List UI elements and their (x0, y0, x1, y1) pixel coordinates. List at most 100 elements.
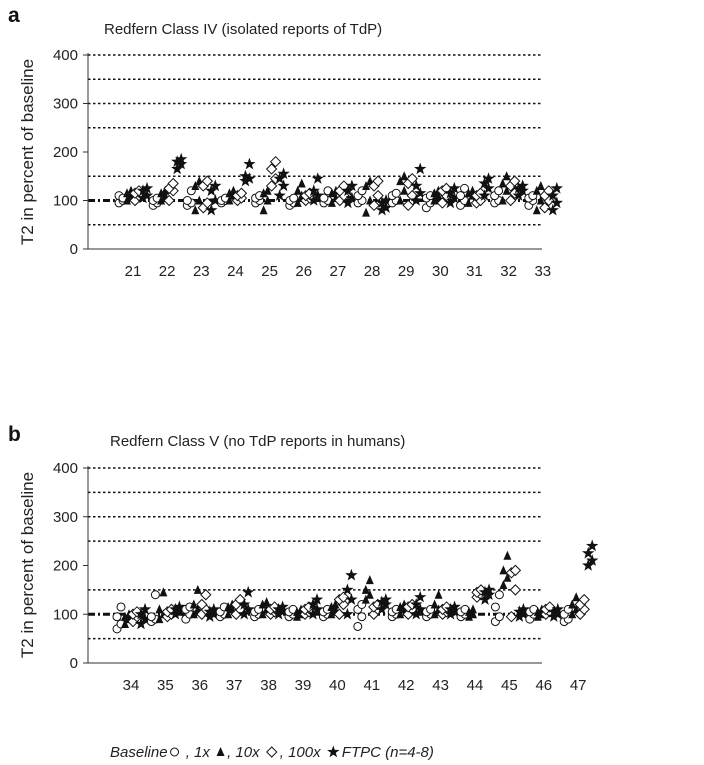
panel-b: b Redfern Class V (no TdP reports in hum… (8, 423, 599, 694)
panel-a-marker-1 (464, 197, 473, 207)
panel-a-marker-3 (175, 152, 188, 165)
panel-a-marker-3 (512, 189, 525, 201)
panel-a-marker-3 (444, 186, 457, 199)
panel-a-marker-2 (235, 187, 248, 199)
panel-a-marker-3 (379, 201, 393, 213)
panel-b-marker-3 (134, 607, 148, 620)
panel-b-x-tick-label: 42 (398, 677, 415, 694)
panel-b-y-tick-label: 200 (53, 558, 78, 575)
panel-b-x-tick-label: 39 (295, 677, 312, 694)
panel-a-y-tick-label: 100 (53, 193, 78, 210)
panel-b-x-tick-label: 47 (570, 677, 587, 694)
panel-a-y-axis-label: T2 in percent of baseline (18, 59, 37, 245)
panel-a-marker-3 (516, 184, 529, 197)
panel-b-marker-3 (444, 607, 457, 620)
panel-a-marker-1 (396, 195, 405, 205)
panel-b-marker-3 (513, 605, 526, 618)
panel-b-marker-1 (189, 609, 198, 619)
panel-b-marker-1 (258, 599, 267, 609)
panel-a-marker-3 (341, 184, 355, 197)
panel-a-marker-3 (550, 181, 563, 194)
legend-text: Baseline , 1x , 10x , 100x FTPC (n=4-8) (110, 744, 434, 761)
panel-a-marker-3 (375, 196, 389, 209)
panel-b-marker-3 (586, 539, 599, 552)
panel-a-marker-3 (209, 179, 222, 192)
panel-b-marker-2 (196, 598, 208, 611)
panel-b-marker-3 (238, 598, 251, 610)
panel-b-marker-3 (517, 607, 530, 620)
panel-b-marker-3 (306, 598, 320, 610)
panel-b-marker-3 (582, 546, 595, 559)
panel-a-title: Redfern Class IV (isolated reports of Td… (104, 21, 382, 38)
panel-a-marker-2 (402, 199, 414, 212)
panel-a-marker-1 (263, 185, 272, 195)
panel-b-plot-area: 0 100 200 300 400 34 35 36 37 38 39 40 41 42 43 44 45 46 4… (53, 460, 599, 694)
panel-b-x-tick-label: 40 (329, 677, 346, 694)
panel-a-marker-3 (448, 181, 461, 194)
panel-a-marker-2 (167, 177, 179, 190)
panel-a-marker-1 (400, 185, 409, 195)
panel-a-x-tick-label: 30 (432, 263, 449, 280)
panel-b-marker-3 (203, 610, 216, 622)
panel-b-marker-1 (499, 565, 508, 575)
panel-a-marker-3 (444, 196, 457, 209)
panel-b-marker-3 (242, 602, 255, 615)
panel-a-marker-1 (498, 195, 507, 205)
panel-a-marker-0 (456, 191, 465, 201)
panel-b-marker-1 (193, 584, 202, 594)
panel-a-marker-3 (171, 155, 184, 167)
panel-a-marker-2 (504, 194, 517, 207)
panel-b-marker-2 (234, 593, 246, 606)
panel-a-x-tick-label: 21 (125, 263, 142, 280)
panel-b-marker-1 (155, 604, 164, 614)
panel-a-marker-3 (273, 189, 286, 201)
panel-a-marker-2 (201, 175, 214, 187)
panel-a-marker-1 (191, 205, 200, 215)
panel-b-marker-3 (410, 607, 423, 620)
panel-a-marker-3 (379, 194, 393, 206)
panel-a-marker-3 (239, 169, 252, 182)
panel-a-marker-2 (201, 197, 214, 209)
panel-b-marker-1 (533, 611, 542, 621)
panel-b-marker-1 (224, 601, 233, 611)
panel-b-marker-3 (310, 593, 324, 605)
panel-b-marker-1 (293, 611, 301, 621)
panel-a-marker-3 (277, 179, 290, 192)
panel-a-marker-3 (136, 191, 150, 204)
panel-a-letter: a (8, 4, 20, 27)
panel-a-marker-3 (345, 191, 359, 204)
panel-a-x-tick-label: 33 (534, 263, 551, 280)
panel-b-marker-1 (327, 609, 336, 619)
panel-a-marker-3 (311, 172, 324, 184)
panel-a-x-tick-label: 26 (295, 263, 312, 280)
panel-b-marker-1 (293, 606, 301, 616)
panel-a-marker-3 (243, 172, 256, 184)
panel-a-marker-3 (209, 194, 222, 206)
panel-b-marker-3 (547, 610, 560, 622)
legend-symbols (170, 745, 340, 758)
legend-ftpc-label: FTPC (n=4-8) (342, 744, 434, 761)
panel-a-marker-3 (140, 189, 154, 201)
panel-b-marker-1 (121, 611, 129, 621)
panel-a-marker-3 (140, 181, 154, 194)
panel-a-x-tick-label: 31 (466, 263, 483, 280)
panel-a-marker-1 (297, 178, 306, 188)
panel-a-marker-1 (293, 185, 302, 195)
panel-a-marker-1 (396, 176, 405, 186)
panel-b-marker-1 (430, 609, 439, 619)
panel-b-marker-3 (310, 602, 324, 615)
panel-a-marker-3 (410, 179, 423, 192)
panel-a-marker-1 (263, 195, 272, 205)
panel-b-marker-3 (482, 588, 496, 600)
panel-b-marker-3 (203, 605, 216, 618)
panel-a-marker-3 (311, 189, 324, 201)
panel-a-marker-1 (293, 197, 302, 207)
legend-sep-100x: , 100x (280, 744, 325, 761)
panel-a-marker-0 (494, 186, 504, 196)
panel-a-marker-3 (205, 184, 218, 197)
panel-b-marker-3 (414, 590, 427, 603)
legend-diamond-symbol (266, 746, 278, 758)
panel-a-marker-2 (406, 189, 418, 202)
panel-b-marker-1 (396, 601, 405, 611)
panel-a-marker-1 (161, 185, 170, 195)
